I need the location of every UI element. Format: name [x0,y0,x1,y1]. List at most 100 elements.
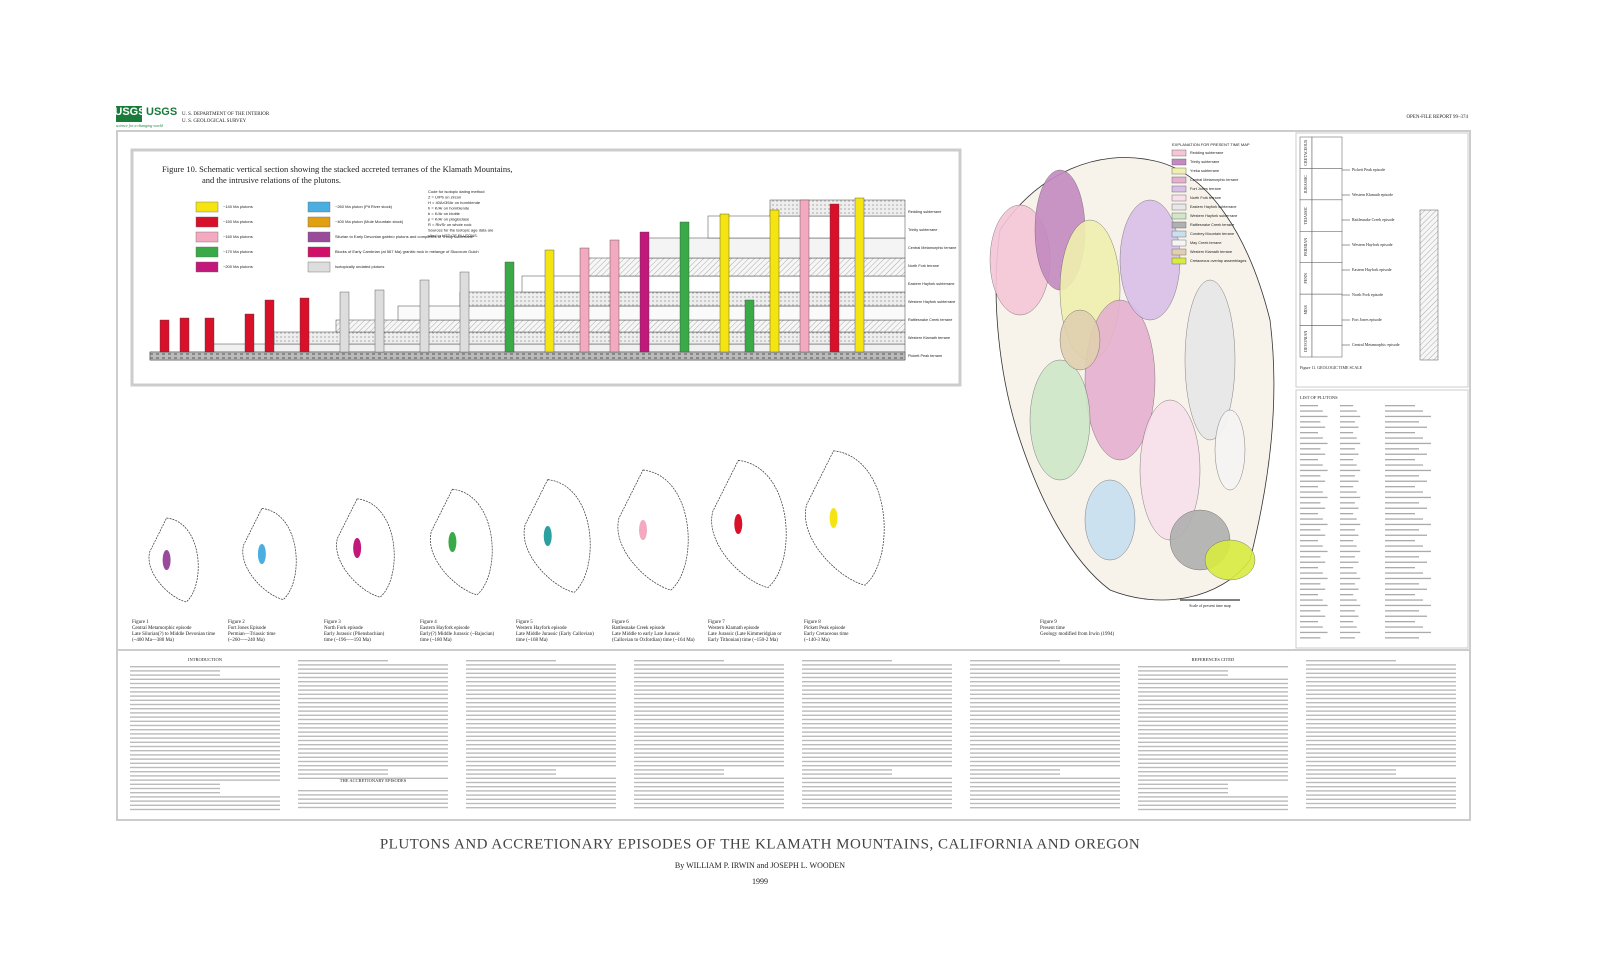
explanation-swatch [1171,212,1187,220]
text-line [802,739,952,742]
text-line [466,769,556,771]
text-line [130,783,220,785]
episode-label: Fort Jones episode [1352,317,1382,322]
text-line [970,672,1120,674]
text-line [970,668,1120,670]
text-line [466,798,616,800]
text-line [130,775,280,777]
list-line [1340,480,1359,482]
map-unit-area [1204,539,1256,581]
legend-swatch [195,201,219,213]
figure-caption: time (~180 Ma) [420,638,452,643]
legend-label: ~400 Ma pluton (Mule Mountain stock) [335,219,404,224]
text-line [298,748,448,750]
text-line [1306,706,1456,708]
epoch-cell [1311,199,1343,232]
text-line [130,792,220,794]
terrane-label: Trinity subterrane [908,228,937,232]
code-note: cited in LIST OF PLUTONS. [428,233,478,238]
explanation-label: Eastern Hayfork subterrane [1190,205,1236,209]
pluton [159,319,170,353]
text-line [298,744,448,746]
terrane-label: Pickett Peak terrane [908,354,942,358]
text-line [970,748,1120,750]
text-line [1138,741,1288,743]
text-line [466,752,616,754]
list-line [1340,626,1357,628]
list-line [1340,491,1357,493]
text-line [970,802,1120,805]
text-line [802,752,952,754]
list-line [1340,621,1354,623]
text-line [970,676,1120,679]
list-line [1340,437,1357,439]
list-line [1300,448,1321,450]
text-line [1306,781,1456,784]
list-line [1340,583,1355,585]
list-line [1300,475,1321,477]
figure-caption: Eastern Hayfork episode [420,626,470,631]
text-line [634,718,784,721]
text-line [802,794,952,796]
code-note: h = K/Ar on hornblende [428,206,470,211]
plutons-title: LIST OF PLUTONS [1300,395,1338,400]
text-line [466,756,616,758]
text-line [466,676,616,679]
legend-label: ~140 Ma plutons [223,204,253,209]
list-line [1385,637,1419,639]
text-line [466,668,616,670]
logo: USGS [114,106,145,118]
text-line [1306,702,1456,704]
text-line [1138,699,1288,701]
figure-caption: Early Cretaceous time [804,632,849,637]
text-line [802,681,952,683]
episode-map [805,450,885,586]
list-line [1300,577,1328,580]
figure10-title: Figure 10. Schematic vertical section sh… [162,164,513,174]
text-line [802,697,952,700]
text-line [970,702,1120,704]
list-line [1300,491,1323,493]
episode-label: Central Metamorphic episode [1352,342,1400,347]
list-line [1385,464,1423,466]
text-line [130,737,280,739]
list-line [1385,513,1415,515]
episode-map [523,479,591,593]
text-line [298,676,448,679]
list-line [1300,421,1321,423]
explanation-swatch [1171,230,1187,238]
figure-caption: (~400 Ma—380 Ma) [132,638,174,643]
period-label: PENN [1303,273,1308,284]
text-line [970,723,1120,725]
text-line [466,802,616,805]
text-line [1138,712,1288,714]
text-line [130,670,220,672]
figure-caption: Pickett Peak episode [804,626,846,631]
text-line [298,664,448,666]
text-line [634,664,784,666]
list-line [1340,594,1354,596]
text-line [130,729,280,731]
figure-label: Figure 9 [1040,620,1057,625]
plutons-frame [1295,389,1469,649]
text-line [970,718,1120,721]
list-line [1300,496,1328,499]
explanation-label: Fort Jones terrane [1190,187,1221,191]
epoch-cell [1311,168,1343,201]
text-line [970,781,1120,784]
pluton-patch [639,520,647,540]
legend-swatch [307,231,331,243]
list-line [1385,507,1427,509]
text-line [802,664,952,666]
pluton [374,289,385,353]
list-line [1340,507,1359,509]
text-line [1306,802,1456,805]
text-line [130,741,280,743]
pluton [799,199,810,353]
text-line [970,769,1060,771]
text-line [1306,672,1456,674]
text-line [1138,666,1288,668]
code-note: p = K/Ar on plagioclase [428,217,470,222]
pluton [639,231,650,353]
pluton [339,291,350,353]
